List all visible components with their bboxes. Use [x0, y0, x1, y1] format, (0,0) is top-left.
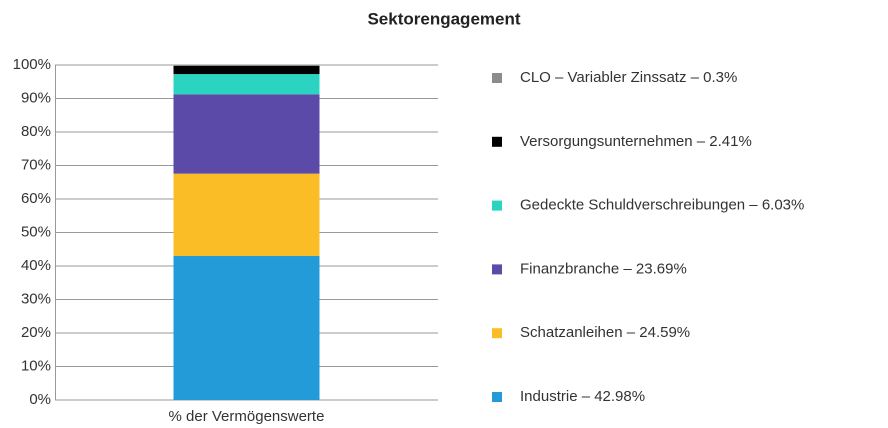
x-tick-label: % der Vermögenswerte [169, 408, 325, 425]
bar-segment [173, 256, 320, 400]
y-tick-label: 0% [29, 391, 51, 408]
y-tick-label: 50% [21, 223, 51, 240]
y-tick-label: 30% [21, 290, 51, 307]
y-tick-label: 80% [21, 123, 51, 140]
legend-marker [492, 200, 502, 211]
legend-label: CLO – Variabler Zinssatz – 0.3% [520, 69, 737, 86]
bar-segment [173, 65, 320, 67]
y-tick-label: 70% [21, 156, 51, 173]
legend-label: Schatzanleihen – 24.59% [520, 324, 690, 341]
legend-label: Industrie – 42.98% [520, 388, 645, 405]
legend-marker [492, 328, 502, 339]
legend-label: Finanzbranche – 23.69% [520, 260, 687, 277]
bar-segment [173, 74, 320, 95]
y-tick-label: 60% [21, 190, 51, 207]
legend-label: Gedeckte Schuldverschreibungen – 6.03% [520, 197, 804, 214]
bar-segment [173, 66, 320, 75]
chart-title: Sektorengagement [367, 9, 520, 28]
y-tick-label: 100% [13, 56, 51, 73]
y-tick-label: 90% [21, 89, 51, 106]
bar-segment [173, 94, 320, 174]
legend-marker [492, 264, 502, 275]
legend-label: Versorgungsunternehmen – 2.41% [520, 133, 752, 150]
bar-segment [173, 173, 320, 257]
legend-marker [492, 73, 502, 83]
legend-marker [492, 392, 502, 402]
legend-marker [492, 136, 502, 147]
y-tick-label: 20% [21, 324, 51, 341]
y-tick-label: 10% [21, 357, 51, 374]
y-tick-label: 40% [21, 257, 51, 274]
